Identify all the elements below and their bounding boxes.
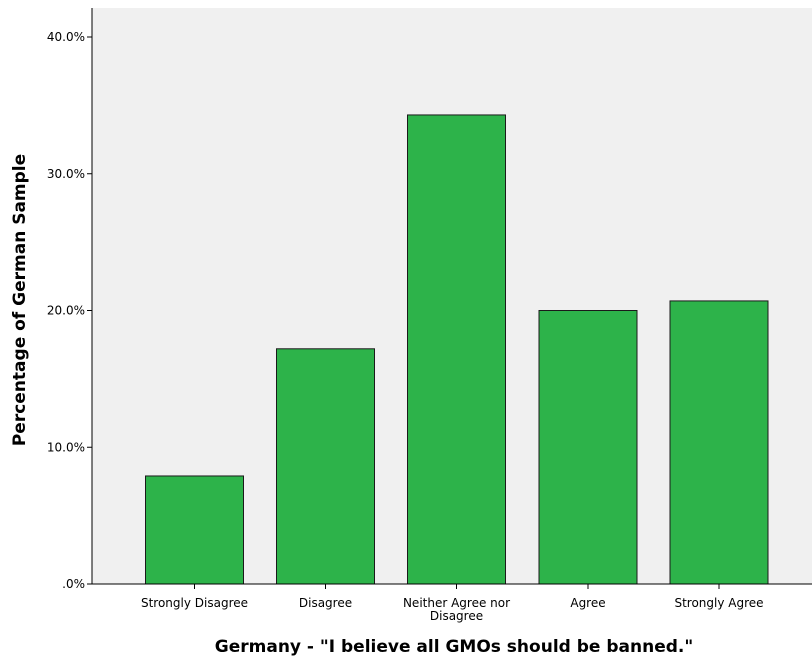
x-tick-label: Strongly Disagree <box>141 596 248 610</box>
x-axis-category-labels: Strongly Disagree Disagree Neither Agree n… <box>141 584 764 623</box>
bar <box>670 301 768 584</box>
y-tick-label: 40.0% <box>47 30 85 44</box>
x-axis-title: Germany - "I believe all GMOs should be … <box>215 637 693 657</box>
y-tick-label: 20.0% <box>47 304 85 318</box>
x-tick-label: Neither Agree nor Disagree <box>403 596 510 623</box>
y-axis-title: Percentage of German Sample <box>10 154 30 446</box>
x-tick-label: Agree <box>570 596 605 610</box>
bar <box>277 349 375 584</box>
x-tick-label: Strongly Agree <box>674 596 763 610</box>
bar <box>408 115 506 584</box>
y-tick-label: .0% <box>62 577 85 591</box>
bar <box>146 476 244 584</box>
bar <box>539 311 637 585</box>
y-tick-label: 30.0% <box>47 167 85 181</box>
y-axis-ticks: .0% 10.0% 20.0% 30.0% 40.0% <box>47 30 92 591</box>
x-tick-label: Disagree <box>299 596 352 610</box>
y-tick-label: 10.0% <box>47 440 85 454</box>
